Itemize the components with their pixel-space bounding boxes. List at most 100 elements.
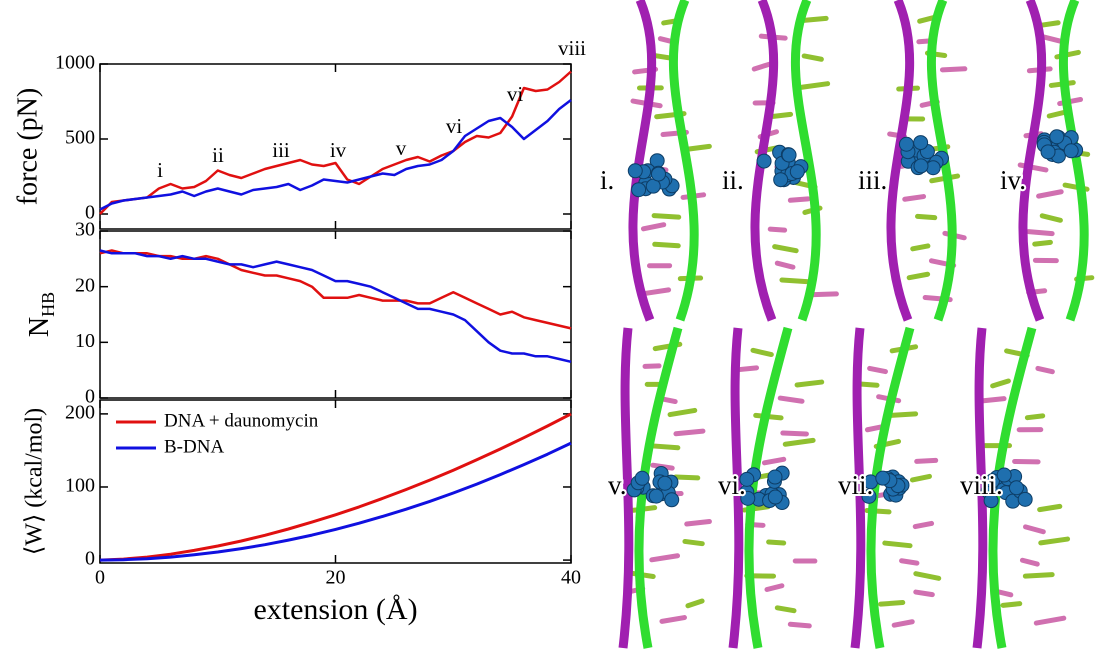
base-pair <box>882 540 913 549</box>
structure-image <box>886 0 968 322</box>
annotation: iii <box>272 138 290 162</box>
base-pair <box>915 213 938 221</box>
data-line <box>99 99 572 211</box>
drug-atom <box>634 470 650 486</box>
y-axis-label: NHB <box>24 292 58 337</box>
drug-atom <box>1008 480 1024 496</box>
base-pair <box>867 365 888 375</box>
y-tick-label: 500 <box>65 127 95 149</box>
drug-atom <box>739 471 755 487</box>
structure-label: viii. <box>960 470 1003 500</box>
structure-image <box>1017 0 1095 322</box>
base-pair <box>764 583 785 592</box>
legend-label: B-DNA <box>164 436 224 457</box>
structure-image <box>728 326 825 649</box>
base-pair <box>649 553 681 563</box>
base-pair <box>1026 229 1055 237</box>
y-axis-label-sub: HB <box>38 292 58 317</box>
base-pair <box>1019 557 1040 567</box>
annotation: viii <box>558 36 586 60</box>
strand-green <box>1058 0 1089 322</box>
x-tick-label: 40 <box>561 567 581 589</box>
base-pair <box>777 395 805 404</box>
annotation: iv <box>330 138 347 162</box>
base-pair <box>899 558 920 566</box>
base-pair <box>910 243 931 252</box>
base-pair <box>780 430 809 437</box>
base-pair <box>1024 413 1046 421</box>
base-pair <box>684 519 712 527</box>
drug-atom <box>664 492 680 508</box>
base-pair <box>686 143 712 152</box>
drug-atom <box>913 158 929 174</box>
drug-atom <box>627 163 643 179</box>
strand-magenta <box>750 0 779 322</box>
base-pair <box>990 378 1011 389</box>
drug-atom <box>650 166 666 182</box>
strand-magenta <box>618 327 634 649</box>
base-pair <box>782 437 816 447</box>
data-line <box>99 249 572 364</box>
data-line <box>99 412 572 562</box>
base-pair <box>772 244 799 254</box>
base-pair <box>779 277 812 285</box>
structure-label: vii. <box>838 470 873 500</box>
y-tick-label: 0 <box>85 548 95 570</box>
drug-atom <box>767 469 783 485</box>
base-pair <box>1036 189 1064 199</box>
base-pair <box>766 539 787 546</box>
legend-label: DNA + daunomycin <box>164 410 319 431</box>
base-pair <box>799 81 831 90</box>
structure-label: iv. <box>1000 165 1026 195</box>
base-pair <box>1039 213 1063 223</box>
base-pair <box>980 396 1007 404</box>
structure-label: i. <box>600 165 614 195</box>
base-pair <box>787 621 812 629</box>
base-pair <box>651 213 682 220</box>
strand-green <box>668 0 699 322</box>
y-axis-label: ⟨W⟩ (kcal/mol) <box>22 408 48 555</box>
drug-atom <box>631 182 647 198</box>
base-pair <box>902 194 927 202</box>
drug-atom <box>913 135 929 151</box>
drug-atom <box>740 490 756 506</box>
drug-atom <box>1017 491 1033 507</box>
base-pair <box>685 598 705 609</box>
x-tick-label: 0 <box>95 567 105 589</box>
base-pair <box>767 226 788 233</box>
base-pair <box>1033 615 1067 626</box>
drug-atom <box>657 475 673 491</box>
base-pair <box>648 443 681 451</box>
base-pair <box>750 347 774 358</box>
y-tick-label: 0 <box>85 386 95 408</box>
data-line <box>99 249 572 330</box>
x-tick-label: 20 <box>326 567 346 589</box>
base-pair <box>1035 365 1055 375</box>
base-pair <box>682 538 705 547</box>
base-pair <box>1023 524 1046 535</box>
annotation: vi <box>446 114 463 138</box>
base-pair <box>1000 601 1023 608</box>
annotation: ii <box>212 143 224 167</box>
base-pair <box>640 222 667 232</box>
base-pair <box>1038 536 1071 546</box>
base-pair <box>751 61 772 72</box>
structure-label: ii. <box>722 165 744 195</box>
drug-atom <box>781 147 797 163</box>
drug-atom <box>773 172 789 188</box>
drug-atom <box>1040 144 1056 160</box>
base-pair <box>667 407 698 418</box>
base-pair <box>735 365 760 373</box>
structure-image <box>627 0 712 322</box>
base-pair <box>801 53 824 62</box>
base-pair <box>906 271 931 281</box>
y-axis-label: force (pN) <box>12 88 43 205</box>
base-pair <box>914 457 939 464</box>
drug-atom <box>983 493 999 509</box>
base-pair <box>857 381 880 388</box>
strand-magenta <box>850 327 866 649</box>
structure-label: v. <box>608 470 627 500</box>
structure-image <box>850 326 942 649</box>
drug-atom <box>996 467 1012 483</box>
drug-atom <box>756 153 772 169</box>
